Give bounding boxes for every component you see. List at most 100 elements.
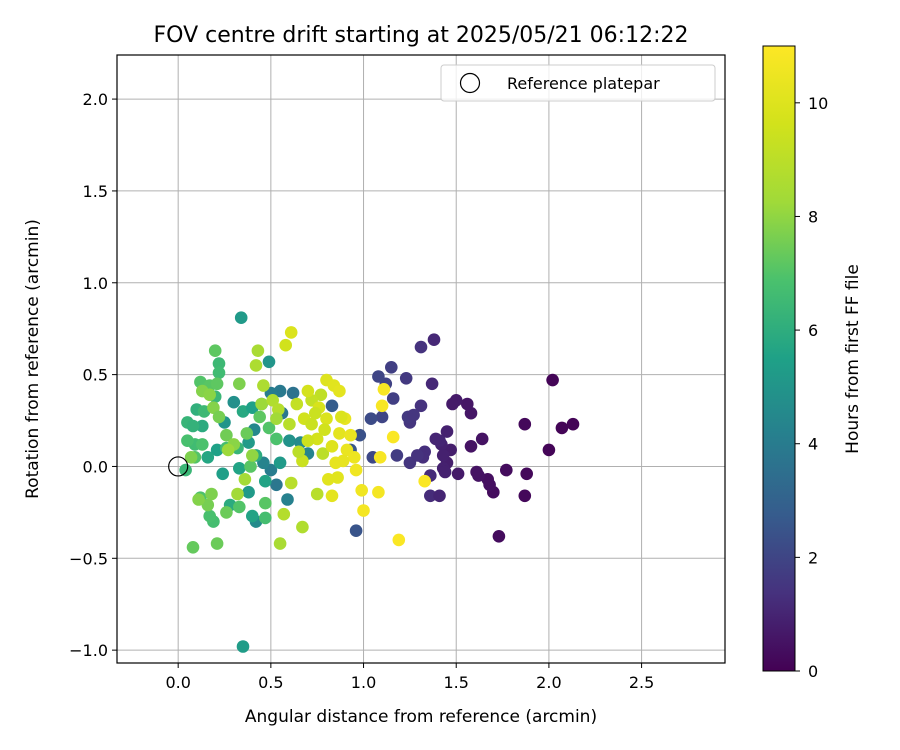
legend: Reference platepar	[440, 64, 716, 102]
colorbar-label: Hours from first FF file	[843, 264, 863, 454]
data-point	[233, 377, 246, 391]
data-point	[253, 410, 266, 424]
data-point	[357, 504, 370, 517]
x-axis-label: Angular distance from reference (arcmin)	[245, 707, 597, 727]
data-point	[386, 430, 400, 444]
chart-title: FOV centre drift starting at 2025/05/21 …	[154, 23, 689, 48]
y-axis-label: Rotation from reference (arcmin)	[23, 219, 43, 499]
data-point	[236, 640, 250, 653]
colorbar-tick-label: 8	[808, 207, 818, 226]
data-point	[377, 383, 391, 396]
data-point	[210, 537, 224, 550]
data-point	[333, 427, 346, 440]
data-point	[242, 485, 255, 499]
data-point	[283, 434, 296, 448]
data-point	[414, 399, 428, 413]
data-point	[461, 397, 474, 411]
data-point	[262, 421, 276, 435]
data-point	[392, 533, 406, 547]
data-point	[309, 406, 322, 420]
data-point	[277, 507, 291, 521]
data-point	[196, 438, 209, 451]
data-point	[259, 511, 272, 525]
data-point	[270, 432, 283, 446]
data-point	[212, 357, 226, 370]
data-point	[203, 388, 216, 402]
data-point	[286, 386, 300, 400]
x-tick-label: 2.0	[536, 673, 561, 692]
data-point	[372, 485, 385, 499]
y-tick-label: 1.5	[83, 182, 108, 201]
data-point	[292, 445, 306, 459]
data-point	[446, 397, 459, 411]
data-point	[322, 473, 335, 486]
data-point	[364, 412, 378, 426]
data-point	[284, 326, 298, 339]
data-point	[203, 509, 216, 523]
data-point	[440, 425, 454, 438]
data-point	[259, 496, 272, 510]
data-point	[310, 487, 324, 501]
data-point	[270, 412, 283, 426]
y-tick-label: 0.0	[83, 457, 108, 476]
data-point	[375, 399, 389, 413]
colorbar-tick-label: 10	[808, 94, 828, 113]
data-point	[207, 401, 220, 415]
x-tick-label: 2.5	[629, 673, 654, 692]
data-point	[246, 449, 259, 462]
colorbar: 0 2 4 6 8 10 Hours from first FF file	[762, 45, 863, 681]
data-point	[451, 467, 465, 481]
data-point	[349, 463, 363, 477]
y-tick-label: 1.0	[83, 274, 108, 293]
reference-marker-group	[168, 456, 189, 477]
data-point	[518, 417, 532, 431]
data-point	[546, 373, 559, 387]
data-point	[184, 451, 198, 464]
data-point	[418, 474, 432, 488]
colorbar-tick-label: 6	[808, 321, 818, 340]
data-point	[353, 428, 367, 442]
data-point	[375, 410, 389, 424]
data-point	[273, 456, 287, 470]
x-tick-label: 1.0	[351, 673, 376, 692]
data-point	[424, 489, 437, 503]
data-point	[251, 344, 265, 358]
data-point	[427, 333, 441, 347]
data-point	[542, 443, 556, 457]
data-point	[385, 361, 398, 374]
data-point	[329, 456, 343, 470]
data-point	[233, 462, 246, 475]
data-point	[246, 509, 259, 523]
data-point	[414, 340, 428, 354]
data-point	[320, 412, 333, 426]
data-point	[201, 498, 215, 512]
data-point	[284, 476, 298, 490]
data-point	[325, 489, 339, 503]
data-point	[348, 451, 361, 464]
data-point	[221, 443, 235, 457]
data-point	[283, 417, 296, 431]
data-point	[186, 419, 200, 433]
data-point	[281, 493, 294, 506]
y-tick-label: −1.0	[69, 641, 108, 660]
colorbar-tick-label: 2	[808, 548, 818, 567]
data-point	[390, 449, 404, 462]
data-point	[475, 432, 489, 446]
data-point	[220, 506, 233, 519]
data-point	[257, 379, 270, 392]
x-tick-label: 0.5	[258, 673, 283, 692]
data-point	[201, 451, 215, 464]
data-point	[240, 427, 254, 440]
data-point	[179, 463, 192, 477]
data-point	[266, 394, 280, 407]
legend-entry: Reference platepar	[507, 74, 660, 93]
data-point	[301, 434, 315, 448]
data-point	[436, 449, 450, 462]
data-point	[492, 530, 506, 543]
y-tick-label: 2.0	[83, 90, 108, 109]
data-point	[314, 388, 328, 402]
data-point	[216, 467, 229, 481]
data-point	[470, 465, 483, 479]
data-point	[305, 417, 318, 431]
